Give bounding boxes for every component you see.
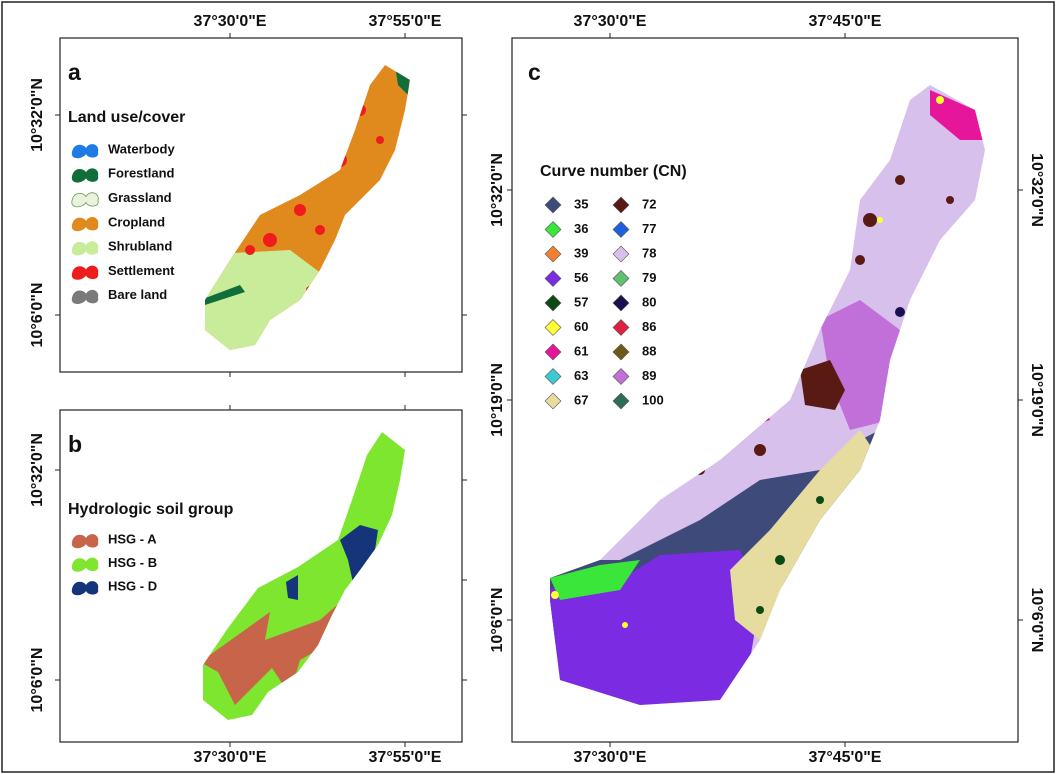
legend-label: Forestland <box>108 166 175 181</box>
legend-swatch <box>544 368 562 385</box>
legend-swatch <box>544 221 562 238</box>
panel-label: b <box>68 431 82 457</box>
legend-label: 77 <box>642 221 656 236</box>
panel-label: a <box>68 59 81 85</box>
coordinate-label: 37°55'0"E <box>369 13 442 30</box>
legend-title: Hydrologic soil group <box>68 501 234 518</box>
coordinate-label: 10°19'0"N <box>1028 363 1045 437</box>
legend-label: 57 <box>574 294 588 309</box>
legend-swatch <box>544 245 562 263</box>
legend-label: HSG - D <box>108 578 157 593</box>
legend-title: Land use/cover <box>68 109 185 126</box>
legend-swatch <box>544 319 562 336</box>
legend-swatch <box>71 534 99 549</box>
coordinate-label: 37°30'0"E <box>574 13 647 30</box>
coordinate-label: 10°32'0"N <box>1028 153 1045 227</box>
coordinate-label: 10°6'0"N <box>489 588 506 653</box>
legend-swatch <box>612 368 630 385</box>
legend-label: 60 <box>574 319 588 334</box>
legend-title: Curve number (CN) <box>540 163 687 180</box>
legend-swatch <box>71 241 99 256</box>
legend-swatch <box>71 144 99 159</box>
legend-swatch <box>612 196 630 214</box>
annotations: a Land use/cover Waterbody Forestland Grassl… <box>29 13 1045 766</box>
legend-label: 86 <box>642 319 656 334</box>
coordinate-label: 10°32'0"N <box>489 153 506 227</box>
coordinate-label: 10°6'0"N <box>29 283 46 348</box>
panel-frame <box>511 37 1019 743</box>
legend-label: 78 <box>642 245 656 260</box>
legend-swatch <box>71 265 99 280</box>
legend-swatch <box>71 581 99 596</box>
panel-frame <box>59 37 463 373</box>
legend-swatch <box>612 245 630 263</box>
legend-swatch <box>612 392 630 410</box>
legend-swatch <box>71 168 99 183</box>
legend-label: 67 <box>574 392 588 407</box>
legend-label: Grassland <box>108 190 172 205</box>
legend-swatch <box>612 294 630 312</box>
legend-swatch <box>71 192 99 208</box>
legend-label: 35 <box>574 196 588 211</box>
legend-swatch <box>71 216 99 232</box>
legend-label: 89 <box>642 368 656 383</box>
legend-label: Cropland <box>108 214 165 229</box>
legend-swatch <box>544 270 562 287</box>
legend-label: 88 <box>642 343 656 358</box>
legend-label: 80 <box>642 294 656 309</box>
panel-label: c <box>528 59 541 85</box>
legend-swatch <box>544 343 562 361</box>
coordinate-label: 10°19'0"N <box>489 363 506 437</box>
legend-swatch <box>71 289 99 305</box>
coordinate-label: 10°32'0"N <box>29 433 46 507</box>
legend-label: 63 <box>574 368 588 383</box>
coordinate-label: 37°30'0"E <box>194 749 267 766</box>
legend-swatch <box>612 343 630 361</box>
legend-label: HSG - A <box>108 531 157 546</box>
coordinate-label: 37°45'0"E <box>809 13 882 30</box>
legend-label: 39 <box>574 245 588 260</box>
legend-label: 100 <box>642 392 664 407</box>
legend-swatch <box>612 221 630 238</box>
legend-swatch <box>544 392 562 410</box>
coordinate-label: 37°55'0"E <box>369 749 442 766</box>
legend-label: Shrubland <box>108 239 172 254</box>
legend-label: Bare land <box>108 287 167 302</box>
legend-label: 79 <box>642 270 656 285</box>
legend-swatch <box>71 557 99 572</box>
legend-label: Waterbody <box>108 141 175 156</box>
coordinate-label: 37°45'0"E <box>809 749 882 766</box>
legend-label: 36 <box>574 221 588 236</box>
soil-group-map <box>203 432 405 720</box>
legend-label: 56 <box>574 270 588 285</box>
coordinate-label: 10°32'0"N <box>29 78 46 152</box>
legend-label: 61 <box>574 343 588 358</box>
legend-swatch <box>544 196 562 214</box>
coordinate-label: 10°6'0"N <box>1028 588 1045 653</box>
land-use-map <box>205 65 410 350</box>
coordinate-label: 37°30'0"E <box>574 749 647 766</box>
legend-label: Settlement <box>108 263 175 278</box>
legend-swatch <box>544 294 562 312</box>
legend-label: HSG - B <box>108 555 157 570</box>
legend-swatch <box>612 319 630 336</box>
panel-frame <box>59 409 463 743</box>
coordinate-label: 37°30'0"E <box>194 13 267 30</box>
legend-swatch <box>612 270 630 287</box>
legend-label: 72 <box>642 196 656 211</box>
coordinate-label: 10°6'0"N <box>29 648 46 713</box>
